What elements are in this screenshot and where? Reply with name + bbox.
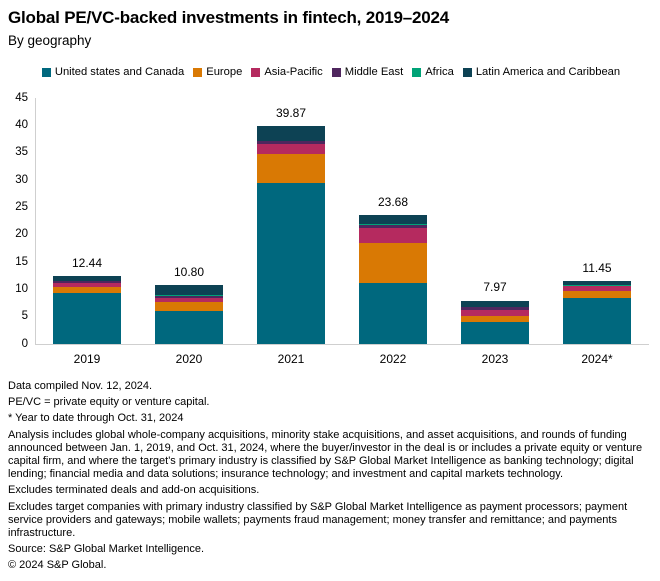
bar-total-label: 12.44 bbox=[71, 256, 103, 270]
legend-label: Latin America and Caribbean bbox=[475, 66, 621, 78]
footnote-2: * Year to date through Oct. 31, 2024 bbox=[8, 412, 184, 425]
bar-total-label: 10.80 bbox=[173, 264, 205, 279]
plot-area: 12.44 2019 10.80 2020 39.87 2021 23.68 2022 7.97… bbox=[35, 98, 649, 366]
legend-label: Asia-Pacific bbox=[264, 66, 323, 78]
legend-swatch-icon bbox=[331, 67, 341, 77]
page-title: Global PE/VC-backed investments in finte… bbox=[8, 8, 450, 27]
bar-segment bbox=[563, 286, 631, 291]
bar-segment bbox=[461, 315, 529, 322]
legend-label: Middle East bbox=[344, 66, 404, 78]
y-axis-tick-label: 15 bbox=[15, 255, 28, 268]
bar-segment bbox=[563, 290, 631, 298]
y-axis-tick-label: 25 bbox=[15, 200, 28, 213]
legend-item-5: Latin America and Caribbean bbox=[462, 66, 621, 78]
chart-subtitle: By geography bbox=[8, 33, 92, 48]
bar-segment bbox=[461, 300, 529, 307]
bar-stack bbox=[461, 300, 529, 344]
legend-label: Europe bbox=[206, 66, 243, 78]
bar-segment bbox=[155, 285, 223, 296]
bar-total-label: 11.45 bbox=[582, 261, 612, 276]
legend-item-1: Europe bbox=[193, 66, 242, 78]
bar-segment bbox=[359, 242, 427, 283]
bar-segment bbox=[155, 301, 223, 311]
bar-segment bbox=[155, 295, 223, 298]
x-axis-tick-label: 2020 bbox=[175, 352, 203, 366]
bar-total-label: 39.87 bbox=[275, 106, 307, 121]
bar-stack bbox=[563, 281, 631, 344]
x-axis-tick-label: 2024* bbox=[581, 352, 613, 366]
bar-segment bbox=[53, 293, 121, 344]
bar-segment bbox=[53, 281, 121, 283]
legend-swatch-icon bbox=[462, 67, 472, 77]
footnote-7: © 2024 S&P Global. bbox=[8, 559, 107, 572]
bar-segment bbox=[359, 224, 427, 228]
bar-segment bbox=[461, 309, 529, 316]
bar-segment bbox=[563, 297, 631, 344]
bar-stack bbox=[155, 285, 223, 344]
bar-segment bbox=[257, 141, 325, 145]
y-axis-tick-label: 35 bbox=[15, 146, 28, 159]
bar-segment bbox=[461, 321, 529, 344]
bar-segment bbox=[359, 214, 427, 225]
x-axis-tick-label: 2019 bbox=[73, 352, 101, 366]
footnote-3: Analysis includes global whole-company a… bbox=[8, 428, 643, 481]
bar-group-2024: 11.45 2024* bbox=[563, 98, 631, 366]
y-axis-labels: 0 5 10 15 20 25 30 35 40 45 bbox=[0, 92, 28, 350]
legend-swatch-icon bbox=[251, 67, 261, 77]
y-axis-tick-label: 5 bbox=[21, 310, 28, 323]
bar-segment bbox=[359, 227, 427, 243]
y-axis-tick-label: 30 bbox=[15, 173, 28, 186]
bar-group-2019: 12.44 2019 bbox=[53, 98, 121, 366]
footnote-4: Excludes terminated deals and add-on acq… bbox=[8, 484, 260, 497]
y-axis-tick-label: 45 bbox=[15, 91, 28, 104]
footnote-6: Source: S&P Global Market Intelligence. bbox=[8, 543, 205, 556]
bar-segment bbox=[155, 297, 223, 302]
bar-segment bbox=[53, 282, 121, 288]
bar-group-2021: 39.87 2021 bbox=[257, 98, 325, 366]
bar-segment bbox=[257, 153, 325, 183]
bar-total-label: 7.97 bbox=[483, 280, 507, 295]
legend-label: Africa bbox=[425, 66, 454, 78]
legend-label: United states and Canada bbox=[54, 66, 185, 78]
bar-segment bbox=[155, 310, 223, 344]
bar-segment bbox=[359, 282, 427, 344]
bar-segment bbox=[257, 144, 325, 154]
legend-item-3: Middle East bbox=[331, 66, 404, 78]
bar-stack bbox=[359, 214, 427, 344]
bar-segment bbox=[461, 306, 529, 310]
x-axis-tick-label: 2022 bbox=[379, 352, 407, 366]
bar-group-2023: 7.97 2023 bbox=[461, 98, 529, 366]
footnote-5: Excludes target companies with primary i… bbox=[8, 500, 628, 540]
legend: United states and Canada Europe Asia-Pacif… bbox=[8, 66, 654, 78]
y-axis-tick-label: 10 bbox=[15, 282, 28, 295]
footnote-0: Data compiled Nov. 12, 2024. bbox=[8, 380, 153, 392]
bar-stack bbox=[257, 126, 325, 344]
y-axis-tick-label: 40 bbox=[15, 118, 28, 131]
bar-group-2022: 23.68 2022 bbox=[359, 98, 427, 366]
y-axis-tick-label: 0 bbox=[21, 337, 28, 350]
x-axis-tick-label: 2021 bbox=[277, 352, 305, 366]
footnotes: Data compiled Nov. 12, 2024. PE/VC = priv… bbox=[8, 380, 654, 576]
y-axis-tick-label: 20 bbox=[15, 228, 28, 241]
bar-segment bbox=[257, 126, 325, 141]
x-axis-tick-label: 2023 bbox=[481, 352, 509, 366]
legend-item-0: United states and Canada bbox=[41, 66, 185, 78]
bar-group-2020: 10.80 2020 bbox=[155, 98, 223, 366]
bar-stack bbox=[53, 276, 121, 344]
bar-segment bbox=[563, 285, 631, 287]
legend-item-2: Asia-Pacific bbox=[251, 66, 323, 78]
bar-segment bbox=[257, 182, 325, 344]
legend-swatch-icon bbox=[412, 67, 422, 77]
legend-swatch-icon bbox=[193, 67, 203, 77]
legend-item-4: Africa bbox=[412, 66, 454, 78]
legend-swatch-icon bbox=[41, 67, 51, 77]
footnote-1: PE/VC = private equity or venture capita… bbox=[8, 396, 210, 409]
bar-segment bbox=[563, 281, 631, 286]
bar-segment bbox=[53, 276, 121, 281]
bar-segment bbox=[53, 287, 121, 294]
bar-total-label: 23.68 bbox=[377, 194, 409, 209]
